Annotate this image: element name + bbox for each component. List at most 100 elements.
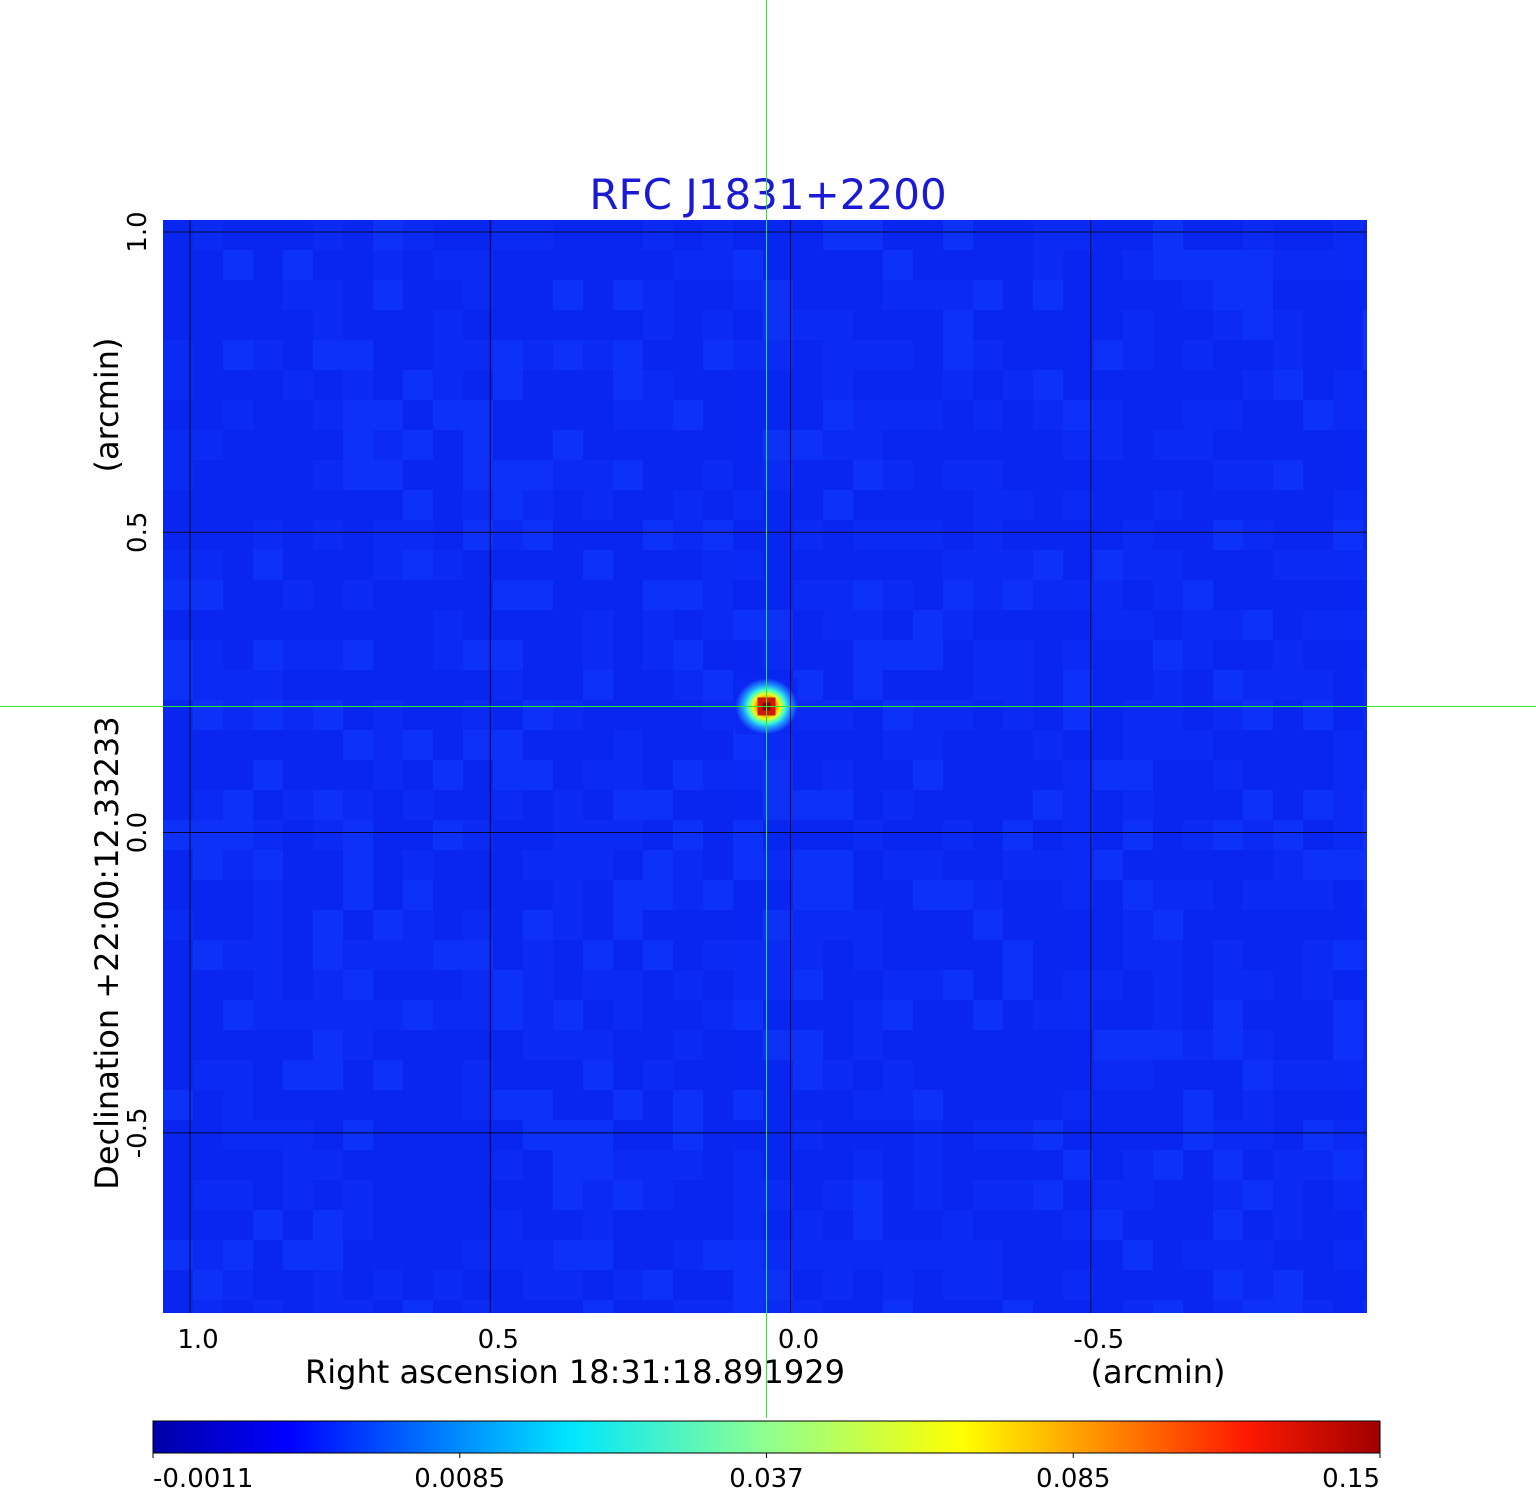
heatmap-cell xyxy=(793,1210,823,1240)
heatmap-cell xyxy=(1333,310,1363,340)
heatmap-cell xyxy=(493,670,523,700)
heatmap-cell xyxy=(883,430,913,460)
heatmap-cell xyxy=(493,1120,523,1150)
heatmap-cell xyxy=(793,1120,823,1150)
heatmap-cell xyxy=(1063,730,1093,760)
heatmap-cell xyxy=(703,940,733,970)
heatmap-cell xyxy=(193,460,223,490)
heatmap-cell xyxy=(943,520,973,550)
heatmap-cell xyxy=(853,850,883,880)
heatmap-cell xyxy=(1303,490,1333,520)
heatmap-cell xyxy=(553,520,583,550)
heatmap-cell xyxy=(973,370,1003,400)
heatmap-cell xyxy=(1333,670,1363,700)
heatmap-cell xyxy=(493,280,523,310)
x-tick-label: 1.0 xyxy=(177,1325,218,1355)
heatmap-cell xyxy=(943,760,973,790)
heatmap-cell xyxy=(643,430,673,460)
heatmap-cell xyxy=(943,1030,973,1060)
heatmap-cell xyxy=(913,880,943,910)
heatmap-cell xyxy=(1183,1240,1213,1270)
heatmap-cell xyxy=(793,700,823,730)
heatmap-cell xyxy=(523,790,553,820)
heatmap-cell xyxy=(823,250,853,280)
heatmap-cell xyxy=(163,1300,193,1313)
heatmap-cell xyxy=(823,880,853,910)
heatmap-cell xyxy=(223,1090,253,1120)
heatmap-cell xyxy=(343,1060,373,1090)
heatmap-cell xyxy=(643,790,673,820)
heatmap-cell xyxy=(193,1090,223,1120)
heatmap-cell xyxy=(763,850,793,880)
heatmap-cell xyxy=(1243,790,1273,820)
heatmap-cell xyxy=(373,1210,403,1240)
heatmap-cell xyxy=(733,1120,763,1150)
heatmap-cell xyxy=(973,1180,1003,1210)
heatmap-cell xyxy=(1003,1000,1033,1030)
heatmap-cell xyxy=(643,970,673,1000)
heatmap-cell xyxy=(1333,1090,1363,1120)
heatmap-cell xyxy=(733,1270,763,1300)
heatmap-cell xyxy=(1063,1180,1093,1210)
heatmap-cell xyxy=(853,670,883,700)
heatmap-cell xyxy=(1093,790,1123,820)
heatmap-cell xyxy=(343,970,373,1000)
heatmap-cell xyxy=(493,1060,523,1090)
heatmap-cell xyxy=(1033,1300,1063,1313)
heatmap-cell xyxy=(1003,400,1033,430)
heatmap-cell xyxy=(973,880,1003,910)
heatmap-cell xyxy=(853,580,883,610)
heatmap-cell xyxy=(523,730,553,760)
heatmap-cell xyxy=(703,1240,733,1270)
heatmap-cell xyxy=(883,670,913,700)
heatmap-cell xyxy=(763,520,793,550)
heatmap-cell xyxy=(193,280,223,310)
heatmap-cell xyxy=(1213,520,1243,550)
colorbar-tick-label: 0.0085 xyxy=(414,1464,505,1494)
heatmap-cell xyxy=(553,250,583,280)
heatmap-cell xyxy=(1063,700,1093,730)
heatmap-cell xyxy=(853,940,883,970)
heatmap-cell xyxy=(1273,250,1303,280)
heatmap-cell xyxy=(1333,850,1363,880)
heatmap-cell xyxy=(1153,370,1183,400)
heatmap-cell xyxy=(793,910,823,940)
heatmap-cell xyxy=(913,610,943,640)
heatmap-cell xyxy=(823,700,853,730)
heatmap-cell xyxy=(1093,640,1123,670)
heatmap-cell xyxy=(763,1060,793,1090)
heatmap-cell xyxy=(373,460,403,490)
heatmap-cell xyxy=(1183,370,1213,400)
heatmap-cell xyxy=(643,1300,673,1313)
heatmap-cell xyxy=(433,970,463,1000)
heatmap-cell xyxy=(613,1210,643,1240)
heatmap-cell xyxy=(853,820,883,850)
heatmap-cell xyxy=(1153,1150,1183,1180)
heatmap-cell xyxy=(763,910,793,940)
heatmap-cell xyxy=(1123,1000,1153,1030)
heatmap-cell xyxy=(1273,310,1303,340)
heatmap-cell xyxy=(313,790,343,820)
heatmap-cell xyxy=(673,760,703,790)
heatmap-cell xyxy=(583,430,613,460)
heatmap-cell xyxy=(283,550,313,580)
heatmap-cell xyxy=(373,550,403,580)
heatmap-cell xyxy=(463,940,493,970)
heatmap-cell xyxy=(463,790,493,820)
heatmap-cell xyxy=(673,460,703,490)
heatmap-cell xyxy=(1273,1120,1303,1150)
heatmap-cell xyxy=(913,250,943,280)
heatmap-cell xyxy=(583,340,613,370)
heatmap-cell xyxy=(1273,400,1303,430)
heatmap-cell xyxy=(373,1180,403,1210)
heatmap-cell xyxy=(1243,880,1273,910)
heatmap-cell xyxy=(1273,640,1303,670)
heatmap-cell xyxy=(703,550,733,580)
heatmap-cell xyxy=(283,1090,313,1120)
heatmap-cell xyxy=(1123,1060,1153,1090)
heatmap-cell xyxy=(823,280,853,310)
heatmap-cell xyxy=(1213,460,1243,490)
heatmap-cell xyxy=(1093,610,1123,640)
heatmap-cell xyxy=(163,1090,193,1120)
heatmap-cell xyxy=(1003,640,1033,670)
